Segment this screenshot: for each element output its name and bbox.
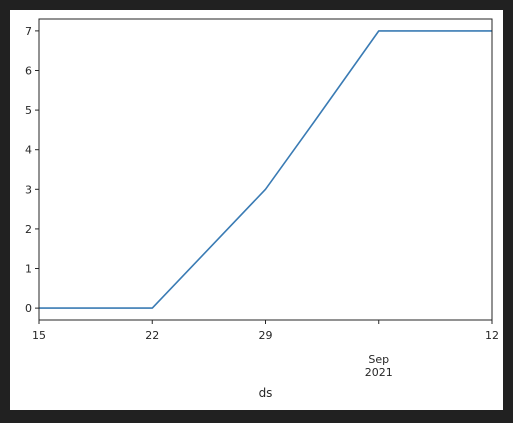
x-tick-label: 15 [32, 329, 46, 342]
x-tick-label-line: 29 [259, 329, 273, 342]
x-tick-label: 12 [485, 329, 499, 342]
x-tick-label: Sep 2021 [365, 353, 393, 379]
x-tick-label-line: 2021 [365, 366, 393, 379]
y-tick-label: 4 [25, 144, 32, 157]
y-tick-label: 3 [25, 183, 32, 196]
y-tick-label: 7 [25, 25, 32, 38]
series-line [39, 31, 492, 308]
x-tick-label-line: 12 [485, 329, 499, 342]
y-tick-label: 5 [25, 104, 32, 117]
x-tick-label: 29 [259, 329, 273, 342]
y-tick-label: 0 [25, 302, 32, 315]
x-tick-label-line: Sep [368, 353, 389, 366]
y-tick-label: 2 [25, 223, 32, 236]
plot-area-border [39, 19, 492, 320]
y-tick-label: 6 [25, 64, 32, 77]
x-tick-label: 22 [145, 329, 159, 342]
x-tick-label-line: 15 [32, 329, 46, 342]
y-tick-label: 1 [25, 263, 32, 276]
y-axis: 0 1 2 3 4 5 6 7 [25, 25, 39, 315]
series-layer [39, 31, 492, 308]
x-axis: 15 22 29 Sep 2021 12 [32, 320, 499, 379]
x-tick-label-line: 22 [145, 329, 159, 342]
x-axis-label: ds [259, 386, 273, 400]
